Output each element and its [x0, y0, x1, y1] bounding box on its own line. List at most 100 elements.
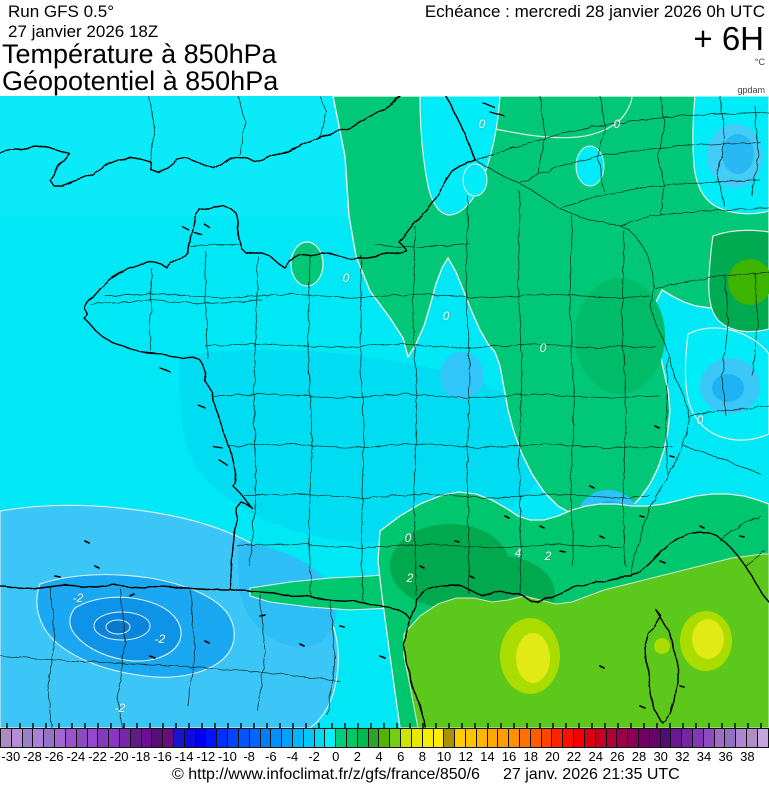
run-model-label: Run GFS 0.5°	[8, 2, 115, 21]
scale-cell--14	[174, 729, 185, 747]
scale-cell--15	[163, 729, 174, 747]
scale-label--26: -26	[44, 749, 64, 764]
scale-cell-23	[574, 729, 585, 747]
scale-label--6: -6	[264, 749, 277, 764]
scale-label-8: 8	[418, 749, 427, 764]
temp-blob-normandy	[290, 241, 324, 287]
scale-cell-11	[444, 729, 456, 747]
scale-label-10: 10	[436, 749, 452, 764]
scale-cell-28	[628, 729, 639, 747]
scale-label-20: 20	[545, 749, 560, 764]
scale-cell--13	[184, 729, 196, 747]
scale-cell-20	[541, 729, 553, 747]
scale-cell-22	[563, 729, 575, 747]
scale-cell--9	[228, 729, 239, 747]
temp-blob-blue-core2	[105, 619, 131, 635]
scale-label--24: -24	[66, 749, 86, 764]
department-borders	[0, 96, 769, 728]
scale-label-34: 34	[696, 749, 712, 764]
scale-label--8: -8	[243, 749, 255, 764]
scale-cell--3	[292, 729, 304, 747]
scale-cell-9	[422, 729, 434, 747]
scale-label-36: 36	[718, 749, 733, 764]
map-footer: © http://www.infoclimat.fr/z/gfs/france/…	[0, 764, 769, 786]
temp-region-grass-green	[403, 553, 769, 728]
scale-cell--12	[195, 729, 207, 747]
scale-cell--28	[22, 729, 34, 747]
scale-cell--16	[152, 729, 164, 747]
unit-geopotential-label: gpdam	[737, 85, 765, 95]
graticule-ticks	[6, 723, 762, 728]
scale-cell--6	[260, 729, 272, 747]
scale-cell-29	[638, 729, 650, 747]
scale-cell-25	[595, 729, 607, 747]
scale-cell--7	[249, 729, 261, 747]
scale-cell-5	[379, 729, 391, 747]
valid-time-label: Echéance : mercredi 28 janvier 2026 0h U…	[424, 2, 765, 21]
scale-label--14: -14	[174, 749, 194, 764]
scale-cell--11	[206, 729, 218, 747]
cyan-pocket-small2	[575, 145, 605, 187]
scale-cell--17	[141, 729, 153, 747]
scale-cell-12	[455, 729, 466, 747]
scale-cell-34	[693, 729, 704, 747]
scale-cell-27	[617, 729, 629, 747]
weather-map: 0 0 0 0 0 0 0 2 4 2 -2 -2 -2	[0, 96, 769, 728]
scale-cell--21	[98, 729, 110, 747]
scale-label--22: -22	[88, 749, 107, 764]
scale-cell-37	[725, 729, 737, 747]
scale-label-16: 16	[501, 749, 517, 764]
scale-cell--26	[44, 729, 56, 747]
scale-cell-33	[682, 729, 693, 747]
scale-label-18: 18	[523, 749, 538, 764]
temp-patch-yellow-green3	[654, 638, 670, 654]
scale-label--16: -16	[153, 749, 172, 764]
temp-patch-green-dark1	[575, 278, 665, 394]
scale-cell-7	[401, 729, 412, 747]
weather-map-canvas	[0, 96, 769, 728]
scale-cell-16	[498, 729, 510, 747]
scale-cell-40	[757, 729, 769, 747]
scale-cell-2	[347, 729, 358, 747]
scale-cell--2	[303, 729, 315, 747]
scale-cell--18	[130, 729, 142, 747]
scale-cell-24	[584, 729, 596, 747]
scale-label--30: -30	[1, 749, 21, 764]
scale-label--20: -20	[109, 749, 129, 764]
scale-cell-14	[476, 729, 488, 747]
scale-cell--23	[76, 729, 88, 747]
page-title-geopotential: Géopotentiel à 850hPa	[2, 66, 279, 96]
scale-label--28: -28	[23, 749, 42, 764]
scale-label--4: -4	[286, 749, 299, 764]
scale-label-28: 28	[631, 749, 647, 764]
temp-patch-bright-green	[728, 259, 769, 305]
scale-label-30: 30	[653, 749, 668, 764]
scale-cell-6	[390, 729, 402, 747]
scale-cell--22	[87, 729, 99, 747]
scale-cell--24	[65, 729, 77, 747]
temperature-scale-labels: -30 -28 -26 -24 -22 -20 -18 -16 -14 -12 -10 -8 -6 -4-…	[0, 749, 769, 765]
scale-cell-1	[336, 729, 347, 747]
run-date-label: 27 janvier 2026 18Z	[8, 22, 159, 41]
scale-cell--25	[55, 729, 66, 747]
scale-cell--19	[119, 729, 131, 747]
scale-label-2: 2	[353, 749, 362, 764]
scale-cell-0	[325, 729, 337, 747]
scale-cell--27	[33, 729, 45, 747]
scale-cell--30	[0, 729, 12, 747]
scale-label-24: 24	[588, 749, 603, 764]
page-title-temperature: Température à 850hPa	[2, 39, 277, 69]
scale-cell--20	[109, 729, 120, 747]
blue-patch-east-core	[712, 374, 744, 402]
scale-cell-36	[714, 729, 726, 747]
scale-cell--29	[11, 729, 23, 747]
scale-label-32: 32	[675, 749, 690, 764]
scale-cell--5	[271, 729, 283, 747]
scale-label-14: 14	[480, 749, 495, 764]
generation-datetime-label: 27 janv. 2026 21:35 UTC	[503, 766, 680, 783]
scale-label--2: -2	[308, 749, 320, 764]
scale-cell-10	[433, 729, 445, 747]
coastlines	[0, 96, 769, 728]
scale-cell-8	[411, 729, 423, 747]
scale-label--12: -12	[196, 749, 216, 764]
